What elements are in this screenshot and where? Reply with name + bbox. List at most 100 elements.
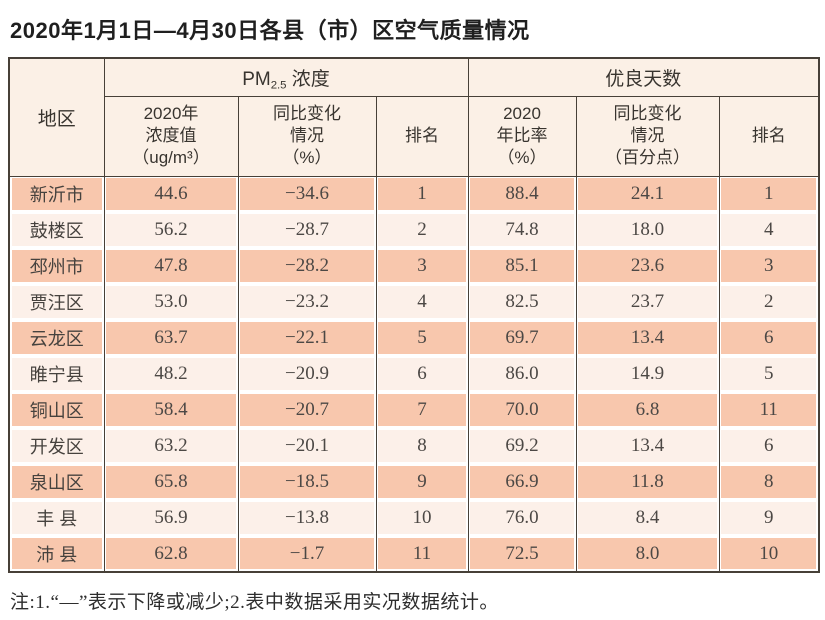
value-cell: 3	[718, 248, 820, 284]
table-row: 沛 县 62.8 −1.7 11 72.5 8.0 10	[8, 536, 820, 572]
value-cell: 72.5	[467, 536, 577, 572]
region-cell: 邳州市	[8, 248, 105, 284]
region-cell: 泉山区	[8, 464, 105, 500]
header-line: （百分点）	[605, 148, 690, 168]
value-cell: 6.8	[575, 392, 720, 428]
value-cell: 5	[375, 320, 469, 356]
col-header-gd-2020-ratio: 2020 年比率 （%）	[467, 95, 577, 177]
value-cell: 24.1	[575, 176, 720, 212]
region-cell: 贾汪区	[8, 284, 105, 320]
value-cell: 85.1	[467, 248, 577, 284]
value-cell: 53.0	[103, 284, 239, 320]
value-cell: 1	[375, 176, 469, 212]
value-cell: 6	[718, 320, 820, 356]
value-cell: 2	[375, 212, 469, 248]
table-body: 新沂市 44.6 −34.6 1 88.4 24.1 1 鼓楼区 56.2 −28.7 2 74.8 1…	[8, 176, 820, 572]
value-cell: 4	[375, 284, 469, 320]
value-cell: 69.2	[467, 428, 577, 464]
table-row: 邳州市 47.8 −28.2 3 85.1 23.6 3	[8, 248, 820, 284]
region-column-header: 地区	[8, 57, 105, 177]
header-line: （%）	[497, 148, 547, 168]
group-header-row: 地区 PM2.5 浓度 优良天数	[8, 57, 820, 177]
region-cell: 鼓楼区	[8, 212, 105, 248]
table-row: 云龙区 63.7 −22.1 5 69.7 13.4 6	[8, 320, 820, 356]
value-cell: 76.0	[467, 500, 577, 536]
value-cell: 23.7	[575, 284, 720, 320]
value-cell: 44.6	[103, 176, 239, 212]
value-cell: 62.8	[103, 536, 239, 572]
value-cell: 58.4	[103, 392, 239, 428]
col-header-pm-rank: 排名	[375, 95, 469, 177]
header-line: 2020年	[143, 103, 199, 123]
page-title: 2020年1月1日—4月30日各县（市）区空气质量情况	[10, 18, 530, 43]
header-line: 同比变化	[273, 103, 341, 123]
value-cell: 10	[375, 500, 469, 536]
value-cell: 70.0	[467, 392, 577, 428]
value-cell: 63.7	[103, 320, 239, 356]
value-cell: 9	[718, 500, 820, 536]
value-cell: −13.8	[237, 500, 377, 536]
value-cell: 6	[375, 356, 469, 392]
col-header-gd-yoy-change: 同比变化 情况 （百分点）	[575, 95, 720, 177]
pm25-subscript: 2.5	[270, 78, 287, 91]
footnote: 注:1.“—”表示下降或减少;2.表中数据采用实况数据统计。	[10, 592, 499, 613]
value-cell: 13.4	[575, 428, 720, 464]
value-cell: −23.2	[237, 284, 377, 320]
value-cell: −34.6	[237, 176, 377, 212]
value-cell: 69.7	[467, 320, 577, 356]
value-cell: 8	[718, 464, 820, 500]
pm25-group-header: PM2.5 浓度	[103, 57, 469, 97]
table-row: 鼓楼区 56.2 −28.7 2 74.8 18.0 4	[8, 212, 820, 248]
header-line: 排名	[405, 125, 439, 145]
good-days-group-header: 优良天数	[467, 57, 820, 97]
region-cell: 沛 县	[8, 536, 105, 572]
table-row: 泉山区 65.8 −18.5 9 66.9 11.8 8	[8, 464, 820, 500]
value-cell: 7	[375, 392, 469, 428]
value-cell: 14.9	[575, 356, 720, 392]
value-cell: −20.1	[237, 428, 377, 464]
region-cell: 开发区	[8, 428, 105, 464]
header-line: 排名	[751, 125, 786, 145]
region-cell: 云龙区	[8, 320, 105, 356]
value-cell: 2	[718, 284, 820, 320]
header-line: 年比率	[496, 125, 548, 145]
value-cell: 63.2	[103, 428, 239, 464]
pm25-label-suffix: 浓度	[286, 68, 330, 90]
region-cell: 新沂市	[8, 176, 105, 212]
table-row: 铜山区 58.4 −20.7 7 70.0 6.8 11	[8, 392, 820, 428]
value-cell: 56.2	[103, 212, 239, 248]
sub-header-row: 2020年 浓度值 （ug/m³） 同比变化 情况 （%） 排名 2020 年比…	[9, 95, 820, 177]
value-cell: 23.6	[575, 248, 720, 284]
value-cell: 56.9	[103, 500, 239, 536]
value-cell: −20.7	[237, 392, 377, 428]
value-cell: 6	[718, 428, 820, 464]
value-cell: 88.4	[467, 176, 577, 212]
pm25-label-prefix: PM	[242, 68, 271, 90]
header-line: （%）	[282, 148, 332, 168]
value-cell: 11.8	[575, 464, 720, 500]
table-row: 新沂市 44.6 −34.6 1 88.4 24.1 1	[8, 176, 820, 212]
region-cell: 铜山区	[8, 392, 105, 428]
value-cell: 8.0	[575, 536, 720, 572]
table-row: 丰 县 56.9 −13.8 10 76.0 8.4 9	[8, 500, 820, 536]
table-header: 地区 PM2.5 浓度 优良天数 2020年 浓度值 （ug/m³） 同比变化 …	[8, 57, 820, 177]
region-cell: 丰 县	[8, 500, 105, 536]
col-header-pm-yoy-change: 同比变化 情况 （%）	[237, 95, 377, 177]
value-cell: 48.2	[103, 356, 239, 392]
value-cell: 74.8	[467, 212, 577, 248]
region-cell: 睢宁县	[8, 356, 105, 392]
value-cell: 3	[375, 248, 469, 284]
col-header-pm-2020-value: 2020年 浓度值 （ug/m³）	[103, 95, 239, 177]
value-cell: 4	[718, 212, 820, 248]
value-cell: 86.0	[467, 356, 577, 392]
header-line: 同比变化	[613, 103, 682, 123]
value-cell: 10	[718, 536, 820, 572]
value-cell: −28.7	[237, 212, 377, 248]
value-cell: 8	[375, 428, 469, 464]
value-cell: 11	[718, 392, 820, 428]
table-row: 贾汪区 53.0 −23.2 4 82.5 23.7 2	[8, 284, 820, 320]
table-row: 睢宁县 48.2 −20.9 6 86.0 14.9 5	[8, 356, 820, 392]
value-cell: 11	[375, 536, 469, 572]
value-cell: −20.9	[237, 356, 377, 392]
value-cell: 18.0	[575, 212, 720, 248]
